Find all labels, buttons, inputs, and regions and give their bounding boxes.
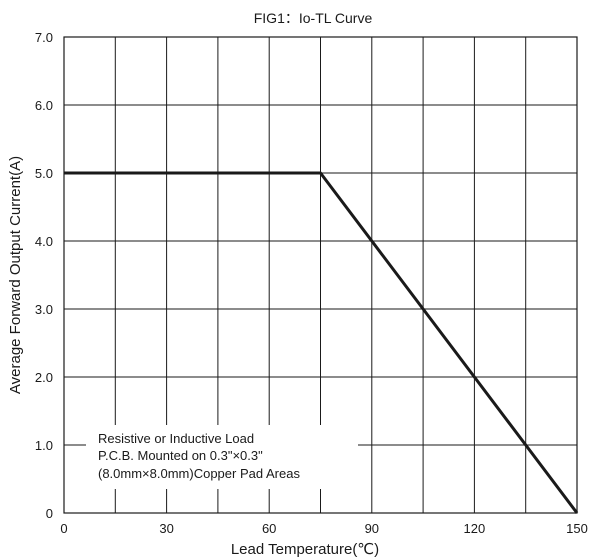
tick-labels: 0 1.0 2.0 3.0 4.0 5.0 6.0 7.0 0 30 60 90 120 150 <box>35 30 588 536</box>
y-tick-label: 7.0 <box>35 30 53 45</box>
x-axis-title: Lead Temperature(℃) <box>231 541 379 558</box>
y-tick-label: 5.0 <box>35 166 53 181</box>
x-tick-label: 90 <box>365 521 379 536</box>
y-tick-label: 0 <box>46 506 53 521</box>
x-tick-label: 30 <box>159 521 173 536</box>
curve-layer <box>64 171 579 514</box>
note-background <box>86 425 358 489</box>
y-tick-label: 4.0 <box>35 234 53 249</box>
y-axis-title: Average Forward Output Current(A) <box>7 156 24 394</box>
io-tl-curve <box>64 171 579 514</box>
x-tick-label: 0 <box>60 521 67 536</box>
y-tick-label: 6.0 <box>35 98 53 113</box>
note-box: Resistive or Inductive Load P.C.B. Mount… <box>86 425 358 489</box>
note-line-3: (8.0mm×8.0mm)Copper Pad Areas <box>98 466 300 481</box>
note-line-2: P.C.B. Mounted on 0.3"×0.3" <box>98 448 263 463</box>
plot-frame <box>63 36 578 514</box>
x-tick-label: 150 <box>566 521 588 536</box>
y-tick-label: 1.0 <box>35 438 53 453</box>
x-tick-label: 60 <box>262 521 276 536</box>
y-tick-label: 3.0 <box>35 302 53 317</box>
chart-title: FIG1：Io-TL Curve <box>254 10 373 26</box>
y-tick-label: 2.0 <box>35 370 53 385</box>
note-line-1: Resistive or Inductive Load <box>98 431 254 446</box>
x-tick-label: 120 <box>464 521 486 536</box>
